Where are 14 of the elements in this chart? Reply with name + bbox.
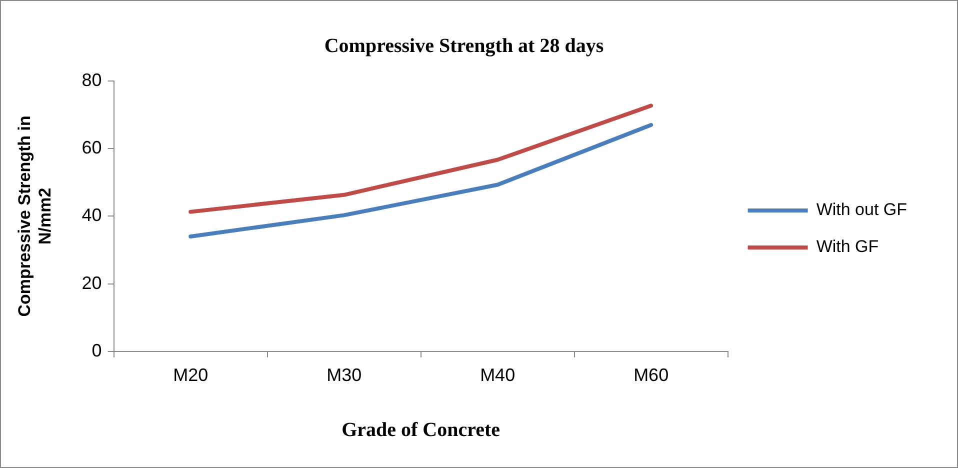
x-tick-label: M40: [480, 365, 516, 386]
legend-label: With out GF: [816, 200, 907, 220]
x-tick-label: M60: [634, 365, 669, 386]
chart-title: Compressive Strength at 28 days: [324, 35, 604, 58]
y-tick-label: 60: [82, 138, 102, 158]
x-tick-label: M20: [173, 365, 208, 386]
legend-label: With GF: [816, 237, 879, 256]
y-tick-label: 80: [82, 70, 102, 90]
y-tick-label: 0: [92, 340, 102, 360]
y-tick-label: 20: [82, 272, 102, 293]
x-tick-label: M30: [326, 365, 362, 386]
y-tick-label: 40: [82, 205, 102, 226]
x-axis-title: Grade of Concrete: [342, 419, 500, 442]
y-axis-title: Compressive Strength in N/mm2: [14, 116, 54, 317]
